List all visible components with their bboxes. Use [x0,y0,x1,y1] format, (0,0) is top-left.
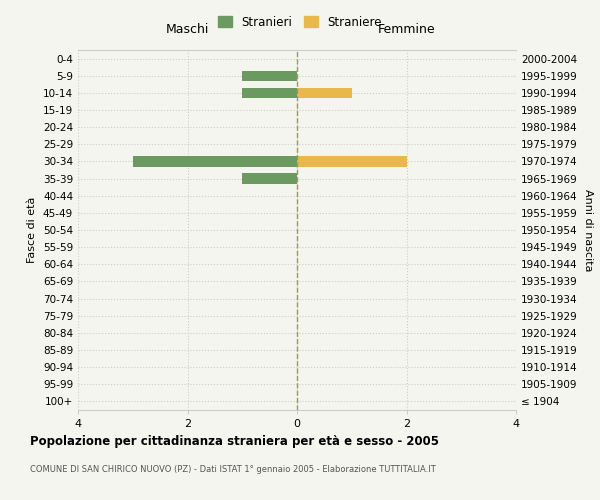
Text: COMUNE DI SAN CHIRICO NUOVO (PZ) - Dati ISTAT 1° gennaio 2005 - Elaborazione TUT: COMUNE DI SAN CHIRICO NUOVO (PZ) - Dati … [30,465,436,474]
Text: Popolazione per cittadinanza straniera per età e sesso - 2005: Popolazione per cittadinanza straniera p… [30,435,439,448]
Bar [297,156,407,166]
Bar [133,156,297,166]
Y-axis label: Fasce di età: Fasce di età [28,197,37,263]
Bar [297,88,352,98]
Text: Maschi: Maschi [166,22,209,36]
Bar [242,174,297,184]
Bar [242,88,297,98]
Y-axis label: Anni di nascita: Anni di nascita [583,188,593,271]
Legend: Stranieri, Straniere: Stranieri, Straniere [213,11,387,34]
Text: Femmine: Femmine [377,22,436,36]
Bar [242,70,297,81]
